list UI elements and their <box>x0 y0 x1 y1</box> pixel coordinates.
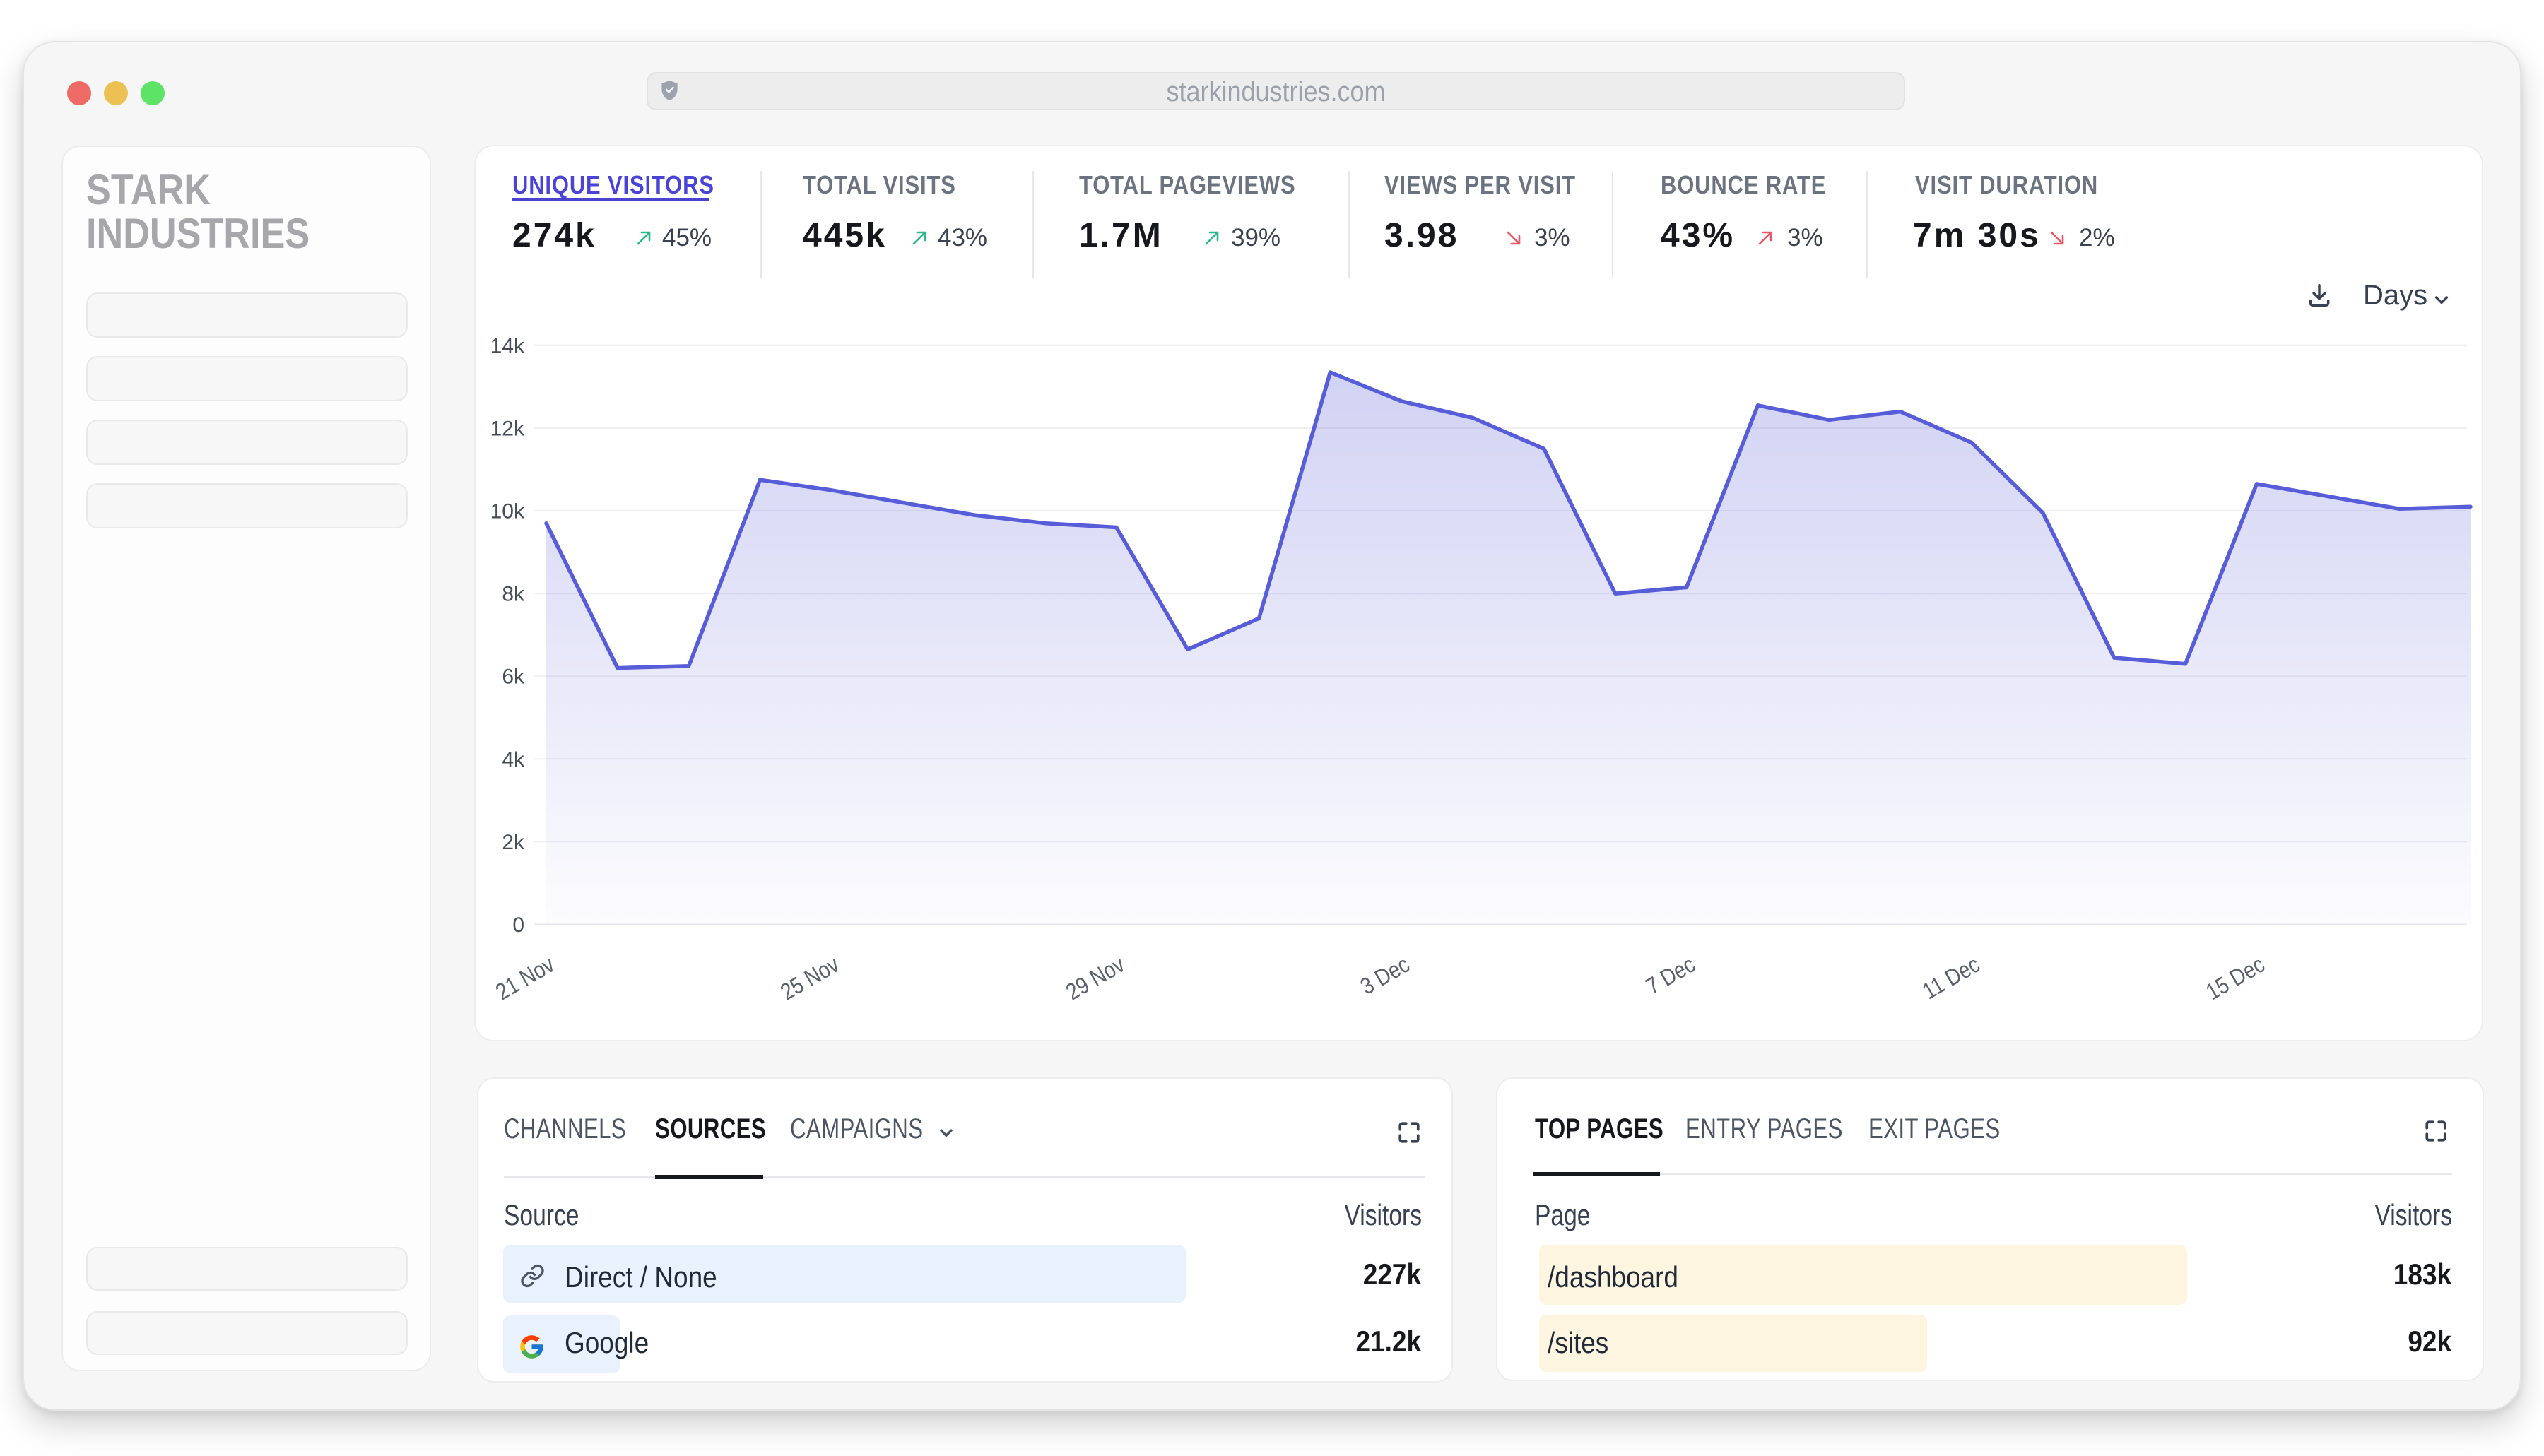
svg-text:15 Dec: 15 Dec <box>2202 952 2269 1005</box>
svg-text:11 Dec: 11 Dec <box>1918 952 1984 1005</box>
svg-text:14k: 14k <box>490 334 525 357</box>
svg-text:8k: 8k <box>502 583 525 606</box>
svg-text:29 Nov: 29 Nov <box>1062 951 1130 1005</box>
svg-text:6k: 6k <box>502 665 525 689</box>
svg-text:21 Nov: 21 Nov <box>492 951 560 1005</box>
svg-text:25 Nov: 25 Nov <box>777 951 844 1005</box>
svg-text:3 Dec: 3 Dec <box>1356 952 1414 1000</box>
svg-text:2k: 2k <box>502 831 525 854</box>
svg-text:12k: 12k <box>490 417 525 440</box>
svg-text:7 Dec: 7 Dec <box>1642 952 1700 1000</box>
svg-text:4k: 4k <box>502 748 525 771</box>
svg-text:0: 0 <box>512 913 524 937</box>
svg-text:10k: 10k <box>490 500 525 523</box>
